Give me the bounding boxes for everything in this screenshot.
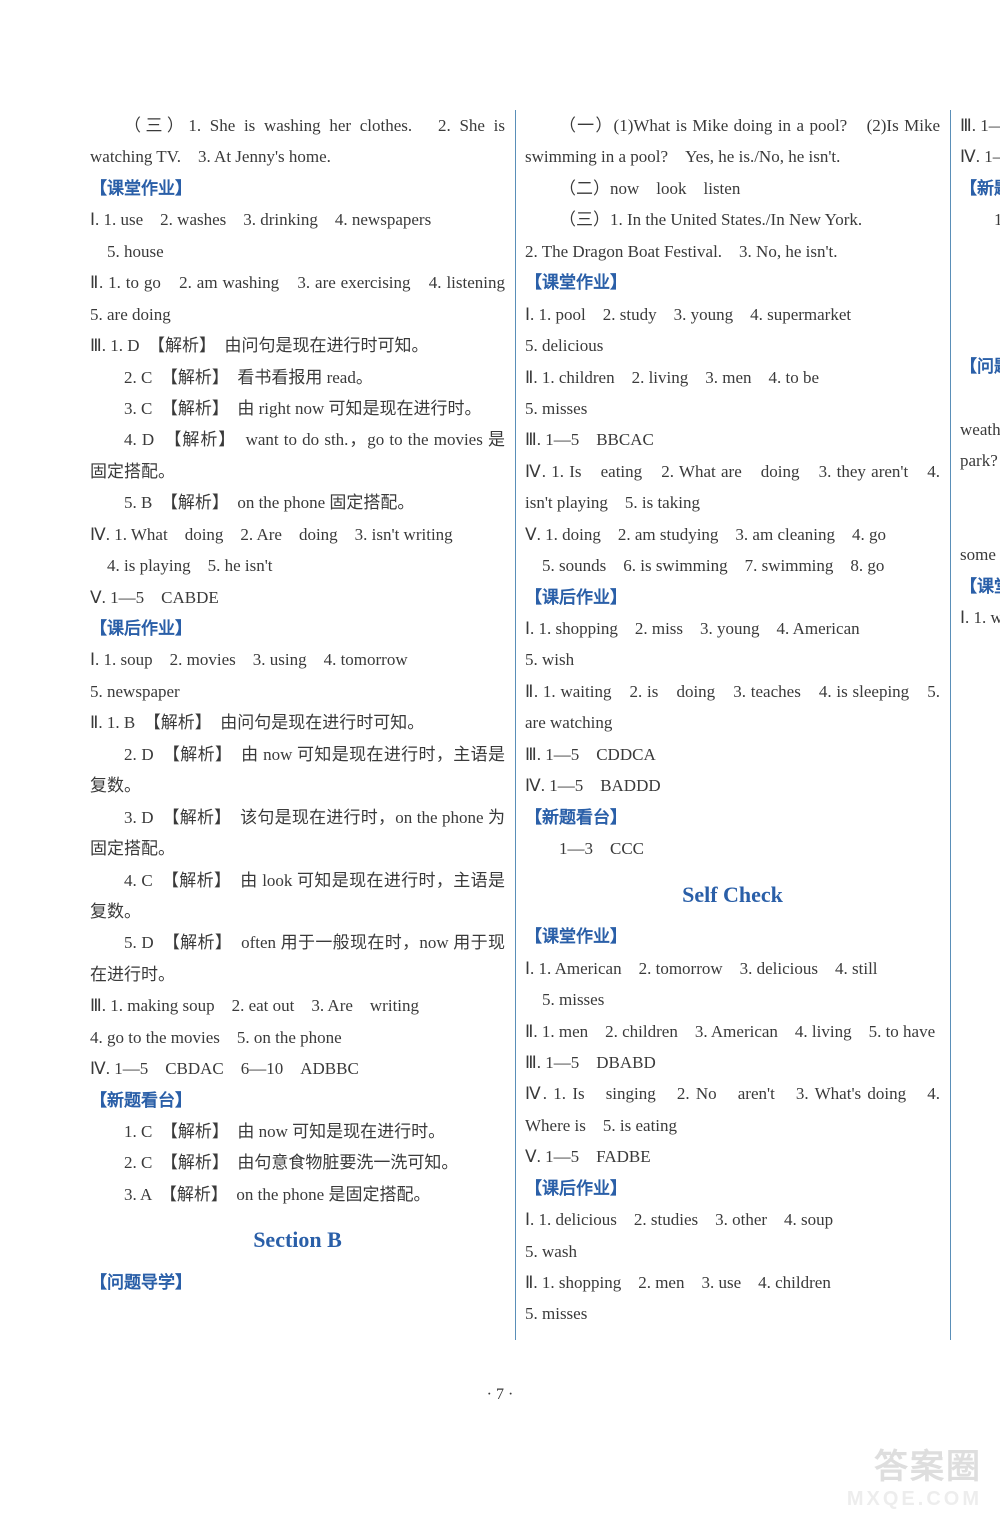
heading-classwork: 【课堂作业】 xyxy=(525,267,940,298)
heading-homework: 【课后作业】 xyxy=(90,613,505,644)
text-line: Ⅳ. 1. Is singing 2. No aren't 3. What's … xyxy=(525,1078,940,1141)
text-line: 5. newspaper xyxy=(90,676,505,707)
text-line: Ⅴ. 1—5 CABDE xyxy=(90,582,505,613)
text-line: Ⅲ. 1. D 【解析】 由问句是现在进行时可知。 xyxy=(90,330,505,361)
text-line: Ⅳ. 1—5 CADCB xyxy=(960,141,1000,172)
text-line: Ⅰ. 1. American 2. tomorrow 3. delicious … xyxy=(525,953,940,984)
text-line: （二）now look listen xyxy=(525,173,940,204)
text-line: 3. D 【解析】 该句是现在进行时，on the phone 为固定搭配。 xyxy=(90,802,505,865)
text-line: 2. C 【解析】 由句意食物脏要洗一洗可知。 xyxy=(90,1147,505,1178)
text-line: Ⅳ. 1—5 BADDD xyxy=(525,770,940,801)
text-line: Ⅱ. 1. shopping 2. men 3. use 4. children xyxy=(525,1267,940,1298)
text-line: 5. B 【解析】 on the phone 固定搭配。 xyxy=(90,487,505,518)
text-line: （二）y xyxy=(960,477,1000,508)
text-line: 5. house xyxy=(90,236,505,267)
text-line: Ⅰ. 1. pool 2. study 3. young 4. supermar… xyxy=(525,299,940,330)
text-line: 1—4 ADCC xyxy=(960,204,1000,235)
text-line: Ⅴ. 1—5 FADBE xyxy=(525,1141,940,1172)
watermark: 答案圈 MXQE.COM xyxy=(847,1439,982,1511)
heading-classwork: 【课堂作业】 xyxy=(960,571,1000,602)
text-line: Ⅲ. 1. making soup 2. eat out 3. Are writ… xyxy=(90,990,505,1021)
unit-7-title: Unit 7 It's raining! xyxy=(960,250,1000,294)
text-line: Ⅱ. 1. waiting 2. is doing 3. teaches 4. … xyxy=(525,676,940,739)
text-line: Ⅱ. 1. to go 2. am washing 3. are exercis… xyxy=(90,267,505,330)
text-line: 3. C 【解析】 由 right now 可知是现在进行时。 xyxy=(90,393,505,424)
heading-guide: 【问题导学】 xyxy=(90,1267,505,1298)
text-line: 4. go to the movies 5. on the phone xyxy=(90,1022,505,1053)
page-content: （三）1. She is washing her clothes. 2. She… xyxy=(0,0,1000,1380)
text-line: 5. sounds 6. is swimming 7. swimming 8. … xyxy=(525,550,940,581)
text-line: 5. misses xyxy=(525,1298,940,1329)
heading-homework: 【课后作业】 xyxy=(525,582,940,613)
text-line: （三）1. She is washing her clothes. 2. She… xyxy=(90,110,505,173)
text-line: Ⅰ. 1. shopping 2. miss 3. young 4. Ameri… xyxy=(525,613,940,644)
heading-newtopic: 【新题看台】 xyxy=(960,173,1000,204)
text-line: Ⅰ. 1. use 2. washes 3. drinking 4. newsp… xyxy=(90,204,505,235)
text-line: 4. D 【解析】 want to do sth.，go to the movi… xyxy=(90,424,505,487)
text-line: Ⅰ. 1. delicious 2. studies 3. other 4. s… xyxy=(525,1204,940,1235)
text-line: 4. C 【解析】 由 look 可知是现在进行时，主语是复数。 xyxy=(90,865,505,928)
text-line: 5. D 【解析】 often 用于一般现在时，now 用于现在进行时。 xyxy=(90,927,505,990)
text-line: 2. D 【解析】 由 now 可知是现在进行时，主语是复数。 xyxy=(90,739,505,802)
text-line: 3. A 【解析】 on the phone 是固定搭配。 xyxy=(90,1179,505,1210)
text-line: （一）(1)What is Mike doing in a pool? (2)I… xyxy=(525,110,940,173)
text-line: Ⅳ. 1—5 CBDAC 6—10 ADBBC xyxy=(90,1053,505,1084)
heading-classwork: 【课堂作业】 xyxy=(525,921,940,952)
text-line: Ⅳ. 1. Is eating 2. What are doing 3. the… xyxy=(525,456,940,519)
section-a-title: Section A xyxy=(960,304,1000,345)
text-line: 5. wish xyxy=(525,644,940,675)
text-line: Ⅲ. 1—5 BABCC xyxy=(960,110,1000,141)
heading-classwork: 【课堂作业】 xyxy=(90,173,505,204)
text-line: 5. delicious xyxy=(525,330,940,361)
text-line: Ⅱ. 1. men 2. children 3. American 4. liv… xyxy=(525,1016,940,1047)
text-line: Ⅱ. 1. B 【解析】 由问句是现在进行时可知。 xyxy=(90,707,505,738)
heading-newtopic: 【新题看台】 xyxy=(525,802,940,833)
heading-homework: 【课后作业】 xyxy=(525,1173,940,1204)
text-line: （三）1. In the United States./In New York. xyxy=(525,204,940,235)
text-line: 4. is playing 5. he isn't xyxy=(90,550,505,581)
text-line: Ⅳ. 1. What doing 2. Are doing 3. isn't w… xyxy=(90,519,505,550)
heading-newtopic: 【新题看台】 xyxy=(90,1085,505,1116)
section-b-title: Section B xyxy=(90,1220,505,1261)
text-line: Ⅲ. 1—5 BBCAC xyxy=(525,424,940,455)
text-line: 2. C 【解析】 看书看报用 read。 xyxy=(90,362,505,393)
watermark-text-1: 答案圈 xyxy=(847,1439,982,1488)
heading-guide: 【问题导学】 xyxy=(960,351,1000,382)
page-number: · 7 · xyxy=(0,1386,1000,1404)
text-line: Ⅰ. 1. soup 2. movies 3. using 4. tomorro… xyxy=(90,644,505,675)
text-line: 1—3 CCC xyxy=(525,833,940,864)
text-line: 5. misses xyxy=(525,984,940,1015)
text-line: （一）1. How is the weather in Beijing?/Wha… xyxy=(960,382,1000,476)
text-line: Ⅰ. 1. weather 2. park 3. problem 4. mess… xyxy=(960,602,1000,633)
text-line: （三）1. It's great. 2. He's playing basket… xyxy=(960,508,1000,571)
text-line: Ⅲ. 1—5 CDDCA xyxy=(525,739,940,770)
text-line: 5. misses xyxy=(525,393,940,424)
self-check-title: Self Check xyxy=(525,875,940,916)
text-line: Ⅴ. 1. doing 2. am studying 3. am cleanin… xyxy=(525,519,940,550)
text-line: 1. C 【解析】 由 now 可知是现在进行时。 xyxy=(90,1116,505,1147)
text-line: Ⅲ. 1—5 DBABD xyxy=(525,1047,940,1078)
text-line: 2. The Dragon Boat Festival. 3. No, he i… xyxy=(525,236,940,267)
text-line: 5. wash xyxy=(525,1236,940,1267)
watermark-text-2: MXQE.COM xyxy=(847,1488,982,1511)
text-line: Ⅱ. 1. children 2. living 3. men 4. to be xyxy=(525,362,940,393)
